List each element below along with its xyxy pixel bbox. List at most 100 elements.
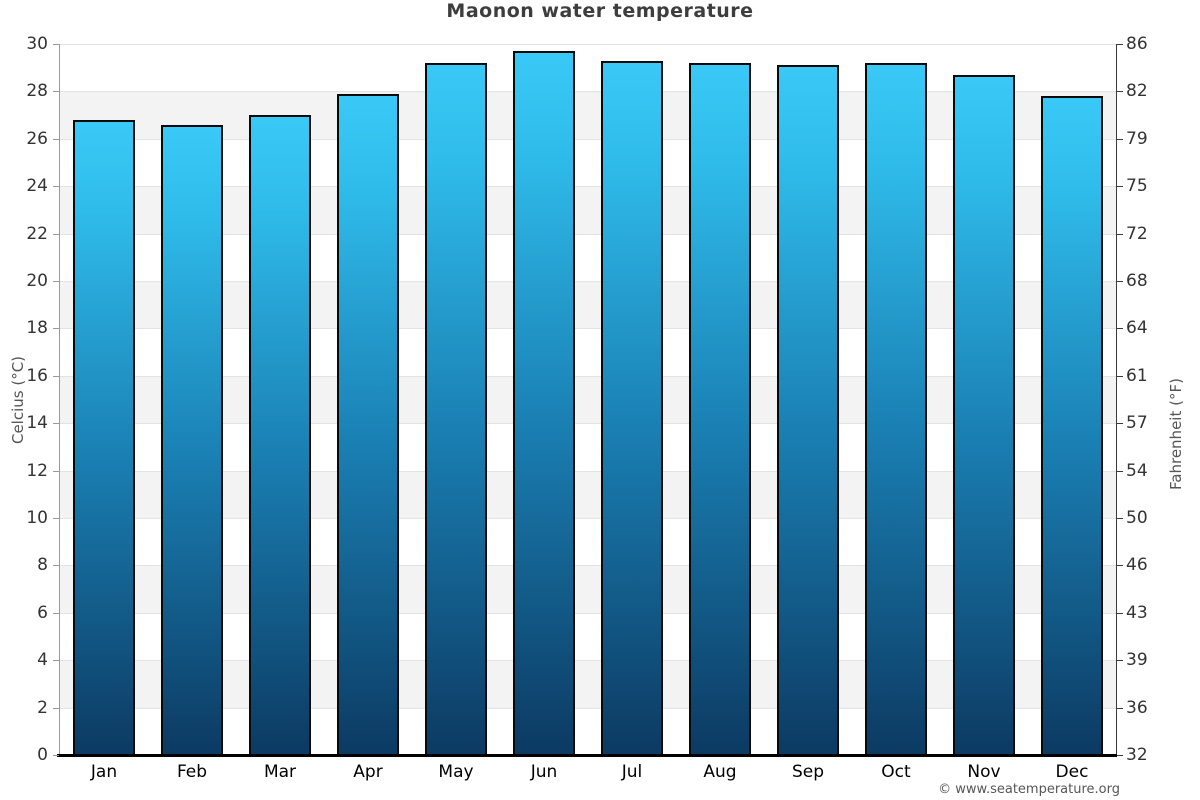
bar-jan	[73, 119, 135, 755]
bar-apr	[337, 93, 399, 755]
y-tick-label-fahrenheit: 75	[1126, 176, 1148, 197]
grid-band	[60, 518, 1116, 566]
y-tick-label-fahrenheit: 57	[1126, 413, 1148, 434]
y-tick-mark	[1117, 44, 1123, 45]
x-tick-label-mar: Mar	[263, 762, 297, 782]
grid-band	[60, 328, 1116, 376]
y-tick-label-celsius: 20	[26, 271, 48, 291]
gridline	[60, 565, 1116, 567]
gridline	[60, 375, 1116, 377]
y-tick-mark	[1117, 755, 1123, 756]
y-tick-mark	[1117, 328, 1123, 330]
y-tick-label-celsius: 10	[26, 508, 48, 528]
y-tick-label-celsius: 22	[26, 223, 48, 244]
grid-band	[60, 138, 1116, 187]
y-tick-mark	[53, 423, 59, 425]
gridline	[60, 707, 1116, 709]
y-tick-mark	[53, 186, 59, 188]
bar-feb	[161, 124, 223, 755]
y-tick-mark	[1117, 138, 1123, 140]
y-tick-mark	[1117, 375, 1123, 377]
y-tick-label-fahrenheit: 54	[1126, 460, 1148, 481]
y-tick-label-fahrenheit: 61	[1126, 365, 1148, 386]
y-tick-mark	[53, 612, 59, 614]
x-tick-label-jul: Jul	[621, 762, 643, 782]
gridline	[60, 233, 1116, 235]
y-tick-label-celsius: 26	[26, 128, 48, 149]
y-tick-mark	[53, 375, 59, 377]
y-tick-mark	[53, 660, 59, 662]
y-tick-mark	[1117, 423, 1123, 425]
y-tick-mark	[53, 91, 59, 93]
x-tick-label-feb: Feb	[176, 762, 208, 782]
bar-oct	[865, 62, 927, 755]
gridline	[60, 660, 1116, 662]
gridline	[60, 518, 1116, 519]
y-tick-mark	[1117, 518, 1123, 519]
gridline	[60, 186, 1116, 188]
y-tick-label-fahrenheit: 68	[1126, 271, 1148, 291]
gridline	[60, 44, 1116, 45]
x-tick-label-jan: Jan	[90, 762, 118, 782]
y-tick-mark	[1117, 281, 1123, 282]
y-tick-mark	[1117, 91, 1123, 93]
gridline	[60, 423, 1116, 425]
y-tick-mark	[1117, 660, 1123, 662]
y-tick-mark	[53, 755, 59, 756]
y-tick-label-fahrenheit: 86	[1126, 34, 1148, 54]
bar-aug	[689, 62, 751, 755]
y-tick-label-celsius: 16	[26, 365, 48, 386]
y-tick-mark	[1117, 186, 1123, 188]
x-tick-label-may: May	[438, 762, 474, 782]
grid-band	[60, 660, 1116, 708]
x-tick-label-dec: Dec	[1055, 762, 1089, 782]
y-tick-label-fahrenheit: 46	[1126, 555, 1148, 576]
y-tick-mark	[53, 44, 59, 45]
y-tick-label-fahrenheit: 72	[1126, 223, 1148, 244]
y-tick-label-celsius: 0	[37, 745, 48, 765]
y-tick-label-celsius: 2	[37, 697, 48, 718]
y-tick-mark	[53, 281, 59, 282]
grid-band	[60, 470, 1116, 518]
y-tick-label-celsius: 30	[26, 34, 48, 54]
x-tick-label-oct: Oct	[881, 762, 911, 782]
y-tick-label-fahrenheit: 79	[1126, 128, 1148, 149]
grid-band	[60, 423, 1116, 471]
left-y-axis-line	[59, 44, 60, 755]
y-tick-mark	[1117, 707, 1123, 709]
gridline	[60, 281, 1116, 282]
y-tick-label-celsius: 14	[26, 413, 48, 434]
x-axis-line	[57, 754, 1117, 757]
y-tick-mark	[53, 138, 59, 140]
y-tick-label-fahrenheit: 50	[1126, 508, 1148, 528]
y-tick-label-fahrenheit: 64	[1126, 318, 1148, 339]
y-tick-mark	[53, 328, 59, 330]
y-tick-mark	[53, 470, 59, 472]
y-tick-mark	[53, 518, 59, 519]
gridline	[60, 612, 1116, 614]
copyright-credit: © www.seatemperature.org	[938, 782, 1120, 797]
bar-dec	[1041, 96, 1103, 755]
y-tick-label-celsius: 6	[37, 602, 48, 623]
y-tick-label-celsius: 12	[26, 460, 48, 481]
y-tick-label-fahrenheit: 32	[1126, 745, 1148, 765]
grid-band	[60, 375, 1116, 424]
x-tick-label-aug: Aug	[703, 762, 737, 782]
right-y-axis-line	[1116, 44, 1117, 755]
y-tick-label-celsius: 8	[37, 555, 48, 576]
gridline	[60, 328, 1116, 330]
bar-sep	[777, 65, 839, 755]
y-tick-label-fahrenheit: 82	[1126, 81, 1148, 102]
grid-band	[60, 91, 1116, 139]
x-tick-label-sep: Sep	[791, 762, 825, 782]
grid-band	[60, 281, 1116, 329]
right-y-axis-title: Fahrenheit (°F)	[1167, 378, 1185, 490]
y-tick-label-fahrenheit: 36	[1126, 697, 1148, 718]
y-tick-label-fahrenheit: 39	[1126, 650, 1148, 671]
gridline	[60, 91, 1116, 93]
left-y-axis-title: Celcius (°C)	[9, 355, 27, 445]
bar-jun	[513, 51, 575, 755]
y-tick-label-celsius: 24	[26, 176, 48, 197]
grid-band	[60, 186, 1116, 234]
grid-band	[60, 707, 1116, 755]
